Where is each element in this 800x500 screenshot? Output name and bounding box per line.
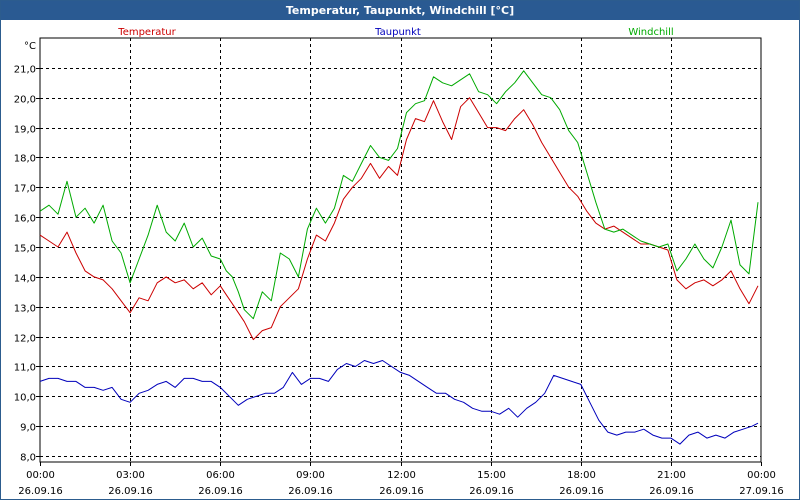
y-tick-label: 20,0: [14, 95, 36, 106]
y-tick-label: 11,0: [14, 363, 36, 374]
x-tick-date-label: 26.09.16: [18, 486, 63, 497]
legend-entry-temperatur: Temperatur: [117, 27, 176, 38]
series: [39, 70, 759, 445]
legend-entry-windchill: Windchill: [628, 27, 673, 38]
x-tick-date-label: 26.09.16: [379, 486, 424, 497]
x-tick-time-label: 06:00: [206, 470, 235, 481]
x-tick-date-label: 26.09.16: [469, 486, 514, 497]
y-tick-label: 9,0: [20, 423, 36, 434]
legend-entry-taupunkt: Taupunkt: [374, 27, 421, 38]
y-tick-label: 12,0: [14, 334, 36, 345]
x-tick-time-label: 00:00: [747, 470, 776, 481]
y-tick-label: 14,0: [14, 274, 36, 285]
x-tick-date-label: 27.09.16: [739, 486, 784, 497]
plot-area: [39, 37, 762, 463]
x-tick-time-label: 03:00: [116, 470, 145, 481]
x-tick-date-label: 26.09.16: [288, 486, 333, 497]
legend: Temperatur Taupunkt Windchill: [117, 27, 673, 38]
x-tick-time-label: 15:00: [477, 470, 506, 481]
y-axis-unit: °C: [24, 41, 36, 52]
x-tick-time-label: 09:00: [296, 470, 325, 481]
y-tick-label: 16,0: [14, 214, 36, 225]
series-line-temperatur: [39, 97, 759, 341]
y-tick-label: 21,0: [14, 65, 36, 76]
grid: [40, 38, 761, 462]
x-tick-time-label: 12:00: [387, 470, 416, 481]
y-tick-label: 13,0: [14, 304, 36, 315]
y-tick-label: 10,0: [14, 393, 36, 404]
y-tick-label: 19,0: [14, 125, 36, 136]
series-line-taupunkt: [39, 360, 759, 445]
y-tick-label: 8,0: [20, 453, 36, 464]
x-tick-time-label: 21:00: [657, 470, 686, 481]
y-tick-label: 17,0: [14, 184, 36, 195]
y-tick-label: 18,0: [14, 154, 36, 165]
x-tick-date-label: 26.09.16: [198, 486, 243, 497]
x-tick-date-label: 26.09.16: [559, 486, 604, 497]
x-tick-time-label: 18:00: [567, 470, 596, 481]
chart-title: Temperatur, Taupunkt, Windchill [°C]: [1, 1, 799, 20]
x-tick-date-label: 26.09.16: [108, 486, 153, 497]
x-tick-date-label: 26.09.16: [649, 486, 694, 497]
series-line-windchill: [39, 70, 759, 320]
x-tick-time-label: 00:00: [26, 470, 55, 481]
y-tick-label: 15,0: [14, 244, 36, 255]
axes: 8,0 9,0 10,0 11,0 12,0 13,0 14,0 15,0 16,0 17,0 18…: [14, 41, 784, 497]
